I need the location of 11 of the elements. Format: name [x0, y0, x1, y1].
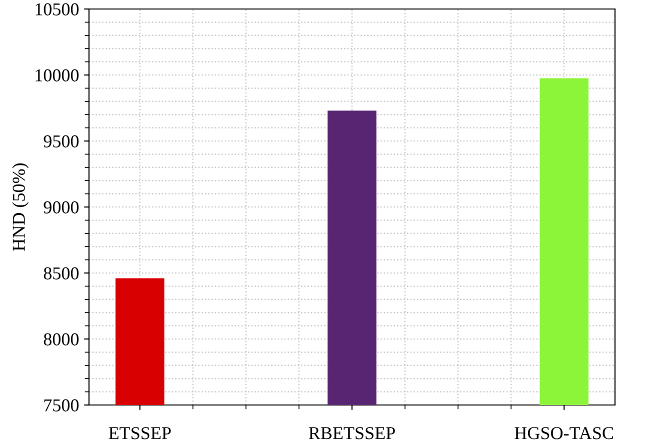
- x-tick-label: HGSO-TASC: [514, 427, 614, 440]
- y-tick-label: 9000: [44, 201, 79, 214]
- x-tick-label: RBETSSEP: [308, 427, 395, 440]
- y-tick-label: 9500: [44, 135, 79, 148]
- y-tick-label: 10500: [36, 3, 79, 16]
- y-tick-label: 8500: [44, 267, 79, 280]
- y-tick-label: 8000: [44, 333, 79, 346]
- y-axis-title: HND (50%): [12, 163, 29, 251]
- y-tick-label: 10000: [36, 69, 79, 82]
- x-tick-label: ETSSEP: [108, 427, 171, 440]
- y-tick-label: 7500: [44, 399, 79, 412]
